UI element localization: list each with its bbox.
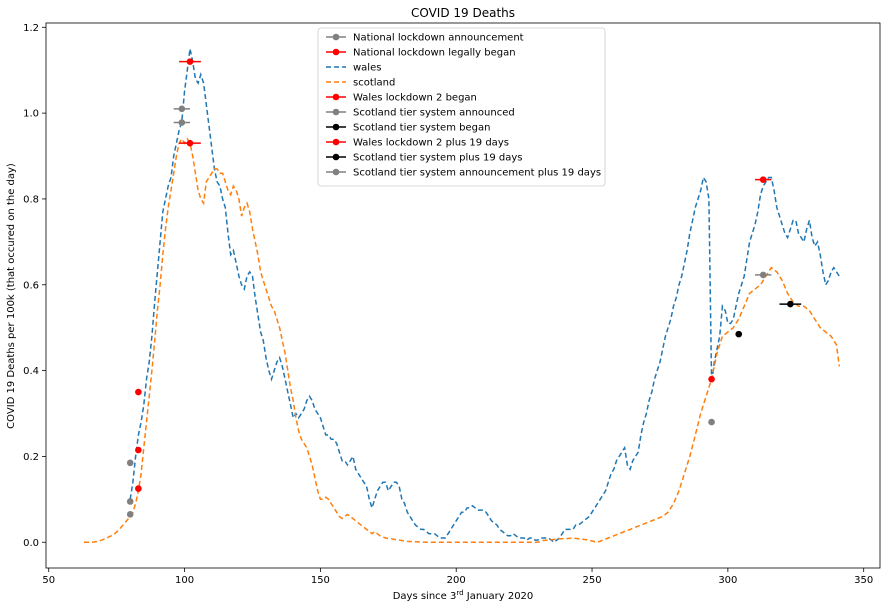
legend-swatch-marker-scotland-tier-system-plus-19-days bbox=[332, 153, 340, 161]
y-axis: 0.0 0.2 0.4 0.6 0.8 1.0 1.2 bbox=[23, 23, 46, 549]
legend-swatch-marker-national-lockdown-announcement bbox=[332, 33, 340, 41]
legend-swatch-marker-scotland-tier-system-began bbox=[332, 123, 340, 131]
y-tick-label: 1.0 bbox=[23, 109, 39, 120]
x-tick-label: 350 bbox=[854, 575, 873, 586]
marker-point-wales-lockdown-2-plus-19-days bbox=[186, 139, 194, 147]
x-tick-label: 100 bbox=[175, 575, 194, 586]
legend-swatch-marker-wales-lockdown-2-plus-19-days bbox=[332, 138, 340, 146]
legend-swatch-marker-scotland-tier-system-announced bbox=[332, 108, 340, 116]
y-tick-label: 0.2 bbox=[23, 452, 39, 463]
marker-layer bbox=[126, 58, 802, 518]
legend-label-scotland-tier-system-plus-19-days: Scotland tier system plus 19 days bbox=[353, 153, 523, 164]
legend: National lockdown announcement National l… bbox=[317, 27, 606, 187]
x-axis-label: Days since 3rd January 2020 bbox=[393, 589, 534, 602]
marker-point-national-lockdown-announcement bbox=[126, 459, 134, 467]
marker-point-national-lockdown-legally-began bbox=[135, 388, 142, 396]
legend-label-scotland-tier-system-announced: Scotland tier system announced bbox=[353, 108, 515, 119]
legend-label-national-lockdown-announcement: National lockdown announcement bbox=[353, 33, 524, 44]
series-line-scotland bbox=[84, 137, 841, 544]
marker-point-wales-lockdown-2-began bbox=[708, 375, 715, 383]
marker-point-scotland-tier-system-announced bbox=[708, 418, 715, 426]
marker-point-national-lockdown-announcement bbox=[126, 498, 134, 505]
legend-swatch-marker-wales-lockdown-2-began bbox=[332, 93, 340, 101]
x-axis: 50 100 150 200 250 300 350 bbox=[42, 568, 873, 586]
marker-point-wales-lockdown-2-plus-19-days bbox=[759, 176, 767, 183]
marker-point-scotland-tier-system-began bbox=[735, 330, 743, 338]
legend-label-wales: wales bbox=[353, 63, 381, 74]
marker-point-scotland-tier-system-announcement-plus-19-days bbox=[759, 271, 767, 279]
series-layer bbox=[84, 48, 841, 544]
marker-point-national-lockdown-announcement bbox=[126, 511, 134, 518]
x-tick-label: 200 bbox=[447, 575, 466, 586]
legend-label-scotland: scotland bbox=[353, 78, 395, 89]
series-line-wales bbox=[129, 48, 840, 544]
marker-point-scotland-tier-system-announcement-plus-19-days bbox=[178, 119, 186, 126]
legend-label-national-lockdown-legally-began: National lockdown legally began bbox=[353, 48, 516, 59]
y-tick-label: 0.0 bbox=[23, 538, 39, 549]
x-tick-label: 250 bbox=[582, 575, 601, 586]
plot-frame bbox=[45, 22, 881, 569]
legend-label-scotland-tier-system-announcement-plus-19-days: Scotland tier system announcement plus 1… bbox=[353, 168, 601, 179]
x-tick-label: 150 bbox=[311, 575, 330, 586]
x-axis-label-sup: rd bbox=[456, 589, 463, 597]
marker-point-wales-lockdown-2-plus-19-days bbox=[186, 58, 194, 65]
y-tick-label: 1.2 bbox=[23, 23, 39, 34]
marker-point-national-lockdown-legally-began bbox=[135, 485, 142, 492]
legend-box bbox=[317, 27, 606, 187]
y-tick-label: 0.4 bbox=[23, 366, 39, 377]
marker-point-national-lockdown-legally-began bbox=[135, 446, 142, 454]
y-axis-label: COVID 19 Deaths per 100k (that occured o… bbox=[6, 163, 17, 429]
marker-point-scotland-tier-system-announcement-plus-19-days bbox=[178, 105, 186, 113]
y-tick-label: 0.8 bbox=[23, 194, 39, 205]
x-axis-label-before: Days since 3 bbox=[393, 591, 457, 602]
y-tick-label: 0.6 bbox=[23, 280, 39, 291]
x-tick-label: 50 bbox=[42, 575, 55, 586]
marker-point-scotland-tier-system-plus-19-days bbox=[787, 300, 794, 308]
legend-label-wales-lockdown-2-plus-19-days: Wales lockdown 2 plus 19 days bbox=[353, 138, 509, 149]
legend-swatch-marker-scotland-tier-system-announcement-plus-19-days bbox=[332, 168, 340, 176]
legend-label-scotland-tier-system-began: Scotland tier system began bbox=[353, 123, 490, 134]
legend-swatch-marker-national-lockdown-legally-began bbox=[332, 48, 340, 56]
x-tick-label: 300 bbox=[718, 575, 737, 586]
chart-title: COVID 19 Deaths bbox=[411, 6, 515, 20]
legend-label-wales-lockdown-2-began: Wales lockdown 2 began bbox=[353, 93, 477, 104]
x-axis-label-after: January 2020 bbox=[464, 591, 534, 602]
